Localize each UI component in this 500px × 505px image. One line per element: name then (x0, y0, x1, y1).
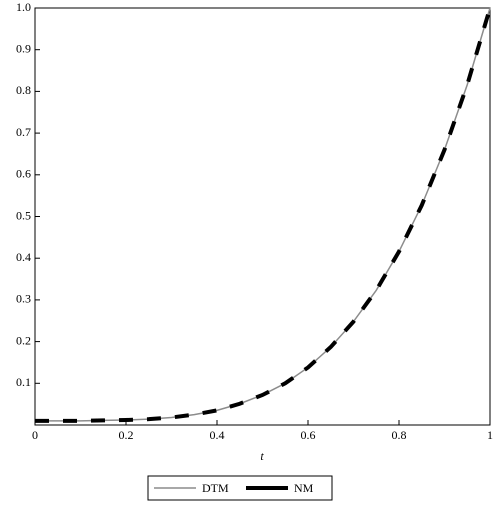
y-tick-label: 0.5 (16, 208, 31, 222)
x-tick-label: 0.4 (210, 428, 225, 442)
y-tick-label: 0.4 (16, 250, 31, 264)
x-tick-label: 0.8 (392, 428, 407, 442)
y-tick-label: 0.3 (16, 292, 31, 306)
series-line (35, 7, 492, 423)
y-tick-label: 0.1 (16, 375, 31, 389)
x-tick-label: 0.6 (301, 428, 316, 442)
y-tick-label: 0.7 (16, 125, 31, 139)
x-tick-label: 1 (487, 428, 493, 442)
x-tick-label: 0.2 (119, 428, 134, 442)
y-tick-label: 1.0 (16, 0, 31, 14)
y-tick-label: 0.6 (16, 167, 31, 181)
y-tick-label: 0.2 (16, 333, 31, 347)
x-axis-label: t (260, 449, 264, 463)
x-tick-label: 0 (32, 428, 38, 442)
legend-label: DTM (202, 481, 229, 495)
y-tick-label: 0.9 (16, 41, 31, 55)
y-tick-label: 0.8 (16, 83, 31, 97)
legend-label: NM (294, 481, 314, 495)
